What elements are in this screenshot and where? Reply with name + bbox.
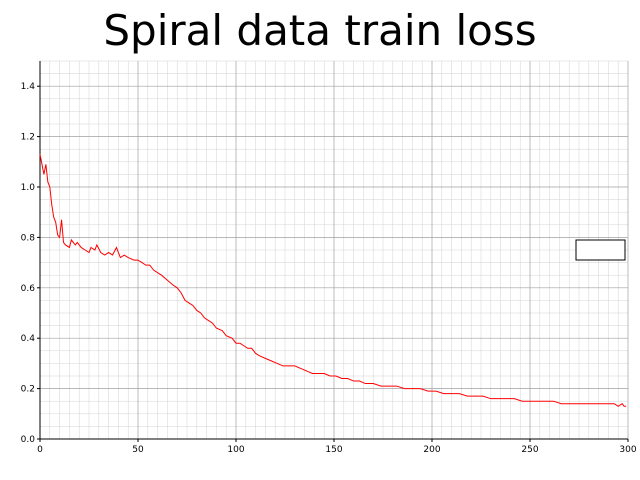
chart-title: Spiral data train loss <box>103 6 537 55</box>
x-tick-label: 300 <box>619 445 636 455</box>
x-tick-label: 100 <box>227 445 244 455</box>
tick-marks <box>37 85 629 442</box>
x-tick-label: 50 <box>132 445 144 455</box>
x-tick-label: 0 <box>37 445 43 455</box>
x-tick-label: 250 <box>521 445 538 455</box>
y-tick-label: 0.8 <box>21 233 36 243</box>
y-tick-label: 0.0 <box>21 435 36 445</box>
legend-box <box>575 239 626 261</box>
y-tick-label: 1.2 <box>21 133 35 143</box>
y-tick-label: 0.4 <box>21 334 36 344</box>
x-tick-label: 200 <box>423 445 440 455</box>
y-tick-label: 0.2 <box>21 385 35 395</box>
y-tick-label: 1.0 <box>21 183 36 193</box>
series-group <box>39 154 627 407</box>
y-tick-label: 0.6 <box>21 284 36 294</box>
x-tick-label: 150 <box>325 445 342 455</box>
tick-labels: 0 50 100 150 200 250 300 0.0 0.2 0.4 0.6 0.8 1.0 1.2 1… <box>21 82 637 455</box>
y-tick-label: 1.4 <box>21 82 36 92</box>
loss-line <box>39 154 627 407</box>
